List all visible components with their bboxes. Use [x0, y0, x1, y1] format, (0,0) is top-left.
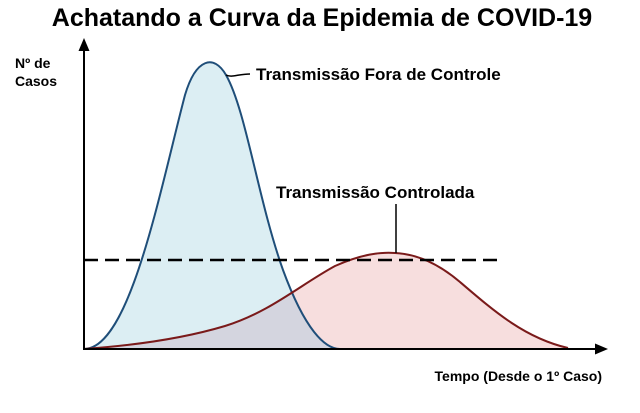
controlled-curve-label: Transmissão Controlada: [276, 183, 475, 202]
uncontrolled-label-leader: [225, 73, 251, 77]
y-axis-label-line2: Casos: [15, 73, 57, 89]
chart-title: Achatando a Curva da Epidemia de COVID-1…: [52, 4, 592, 32]
uncontrolled-curve-label: Transmissão Fora de Controle: [256, 65, 501, 84]
y-axis-label-line1: Nº de: [15, 55, 51, 71]
uncontrolled-curve-area: [84, 62, 340, 350]
x-axis-arrowhead: [595, 343, 608, 355]
controlled-curve-area: [84, 252, 568, 349]
controlled-curve-line: [83, 251, 569, 350]
y-axis-arrowhead: [78, 38, 90, 51]
uncontrolled-curve-line: [83, 61, 341, 350]
x-axis-label: Tempo (Desde o 1º Caso): [435, 368, 602, 384]
